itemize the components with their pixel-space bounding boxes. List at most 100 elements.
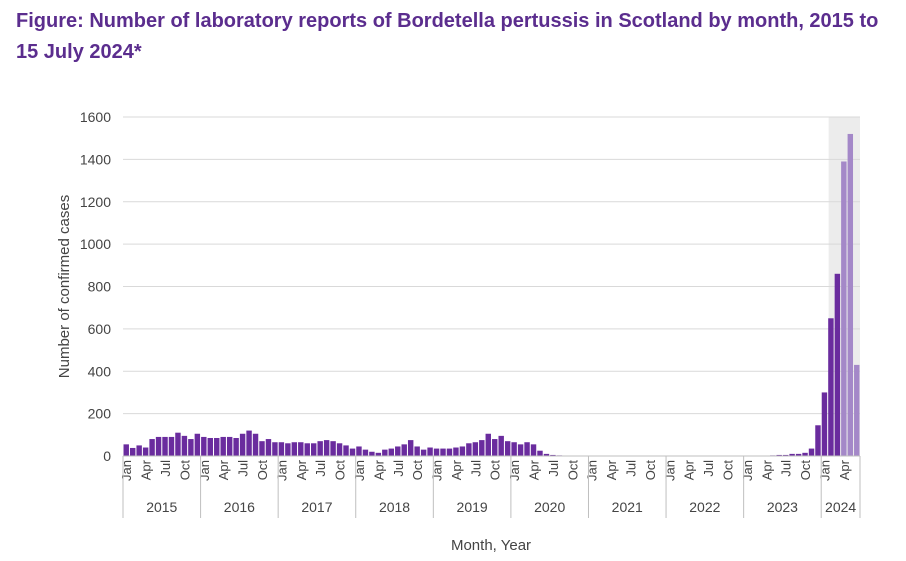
bar [330, 441, 336, 456]
bar [188, 439, 194, 456]
month-tick-label: Oct [488, 460, 503, 481]
bar [226, 436, 233, 456]
month-tick-label: Apr [371, 459, 386, 480]
bar [776, 454, 782, 456]
month-tick-label: Jul [701, 460, 716, 477]
bar [123, 444, 129, 456]
y-tick-label: 400 [88, 363, 112, 379]
bar [201, 436, 207, 456]
bar [492, 439, 498, 456]
bar [821, 392, 828, 456]
bar [498, 435, 504, 456]
month-tick-label: Oct [720, 460, 735, 481]
bar [427, 447, 433, 456]
bar [828, 318, 834, 456]
y-tick-label: 1600 [80, 109, 111, 125]
year-label: 2018 [379, 499, 410, 515]
year-label: 2020 [534, 499, 565, 515]
y-tick-label: 1200 [80, 194, 111, 210]
bar [472, 442, 479, 456]
month-tick-label: Jul [546, 460, 561, 477]
bar [459, 446, 466, 456]
bar [336, 443, 343, 456]
bar [278, 442, 285, 456]
bar [543, 453, 550, 456]
month-tick-label: Oct [643, 460, 658, 481]
bar [298, 442, 304, 456]
month-tick-label: Jan [197, 460, 212, 481]
bar [220, 436, 226, 456]
bar [834, 273, 841, 456]
bar [395, 446, 401, 456]
month-tick-label: Jan [274, 460, 289, 481]
bar [485, 433, 491, 456]
bar [433, 448, 440, 456]
bar [349, 448, 356, 456]
month-tick-label: Apr [604, 459, 619, 480]
bar [142, 447, 149, 456]
bar [259, 441, 265, 456]
bar [369, 451, 375, 456]
month-tick-label: Jan [352, 460, 367, 481]
bar [207, 437, 213, 456]
y-tick-label: 800 [88, 279, 112, 295]
month-tick-label: Apr [527, 459, 542, 480]
x-axis-title: Month, Year [451, 537, 531, 554]
bar [136, 445, 142, 456]
month-tick-label: Apr [216, 459, 231, 480]
bar [246, 430, 252, 456]
bar [239, 433, 246, 456]
bar [304, 443, 310, 456]
y-tick-label: 200 [88, 406, 112, 422]
bar [272, 442, 278, 456]
year-label: 2015 [146, 499, 177, 515]
year-label: 2024 [825, 499, 856, 515]
bar [446, 448, 453, 456]
year-label: 2023 [767, 499, 798, 515]
month-tick-label: Apr [294, 459, 309, 480]
month-tick-label: Oct [798, 460, 813, 481]
bar [311, 443, 317, 456]
bar [155, 436, 162, 456]
bar [388, 448, 395, 456]
bar [214, 437, 220, 456]
year-label: 2016 [224, 499, 255, 515]
year-label: 2019 [457, 499, 488, 515]
bar [362, 449, 369, 456]
bar [291, 442, 298, 456]
y-tick-label: 600 [88, 321, 112, 337]
bar [401, 444, 407, 456]
month-tick-label: Jul [313, 460, 328, 477]
month-tick-label: Oct [177, 460, 192, 481]
month-tick-label: Jul [779, 460, 794, 477]
bar [149, 439, 155, 456]
bar [802, 452, 808, 456]
bar [252, 433, 259, 456]
bar [233, 437, 239, 456]
y-axis-title: Number of confirmed cases [56, 195, 73, 378]
bar [815, 425, 821, 456]
bar [530, 444, 537, 456]
month-tick-label: Jul [468, 460, 483, 477]
month-tick-label: Apr [837, 459, 852, 480]
bar [453, 447, 459, 456]
bar [479, 440, 485, 456]
month-tick-label: Jan [119, 460, 134, 481]
bar [808, 448, 815, 456]
chart-title: Figure: Number of laboratory reports of … [16, 10, 879, 63]
bar [129, 447, 136, 456]
bar [550, 454, 556, 456]
month-tick-label: Jan [507, 460, 522, 481]
month-tick-label: Oct [565, 460, 580, 481]
bar [343, 445, 349, 456]
y-tick-label: 0 [103, 448, 111, 464]
month-tick-label: Jan [430, 460, 445, 481]
bar [375, 452, 382, 456]
month-tick-label: Apr [449, 459, 464, 480]
bar [537, 450, 543, 456]
month-tick-label: Oct [255, 460, 270, 481]
month-tick-label: Jan [585, 460, 600, 481]
bar [782, 454, 789, 456]
y-tick-label: 1000 [80, 236, 111, 252]
bar [517, 444, 524, 456]
